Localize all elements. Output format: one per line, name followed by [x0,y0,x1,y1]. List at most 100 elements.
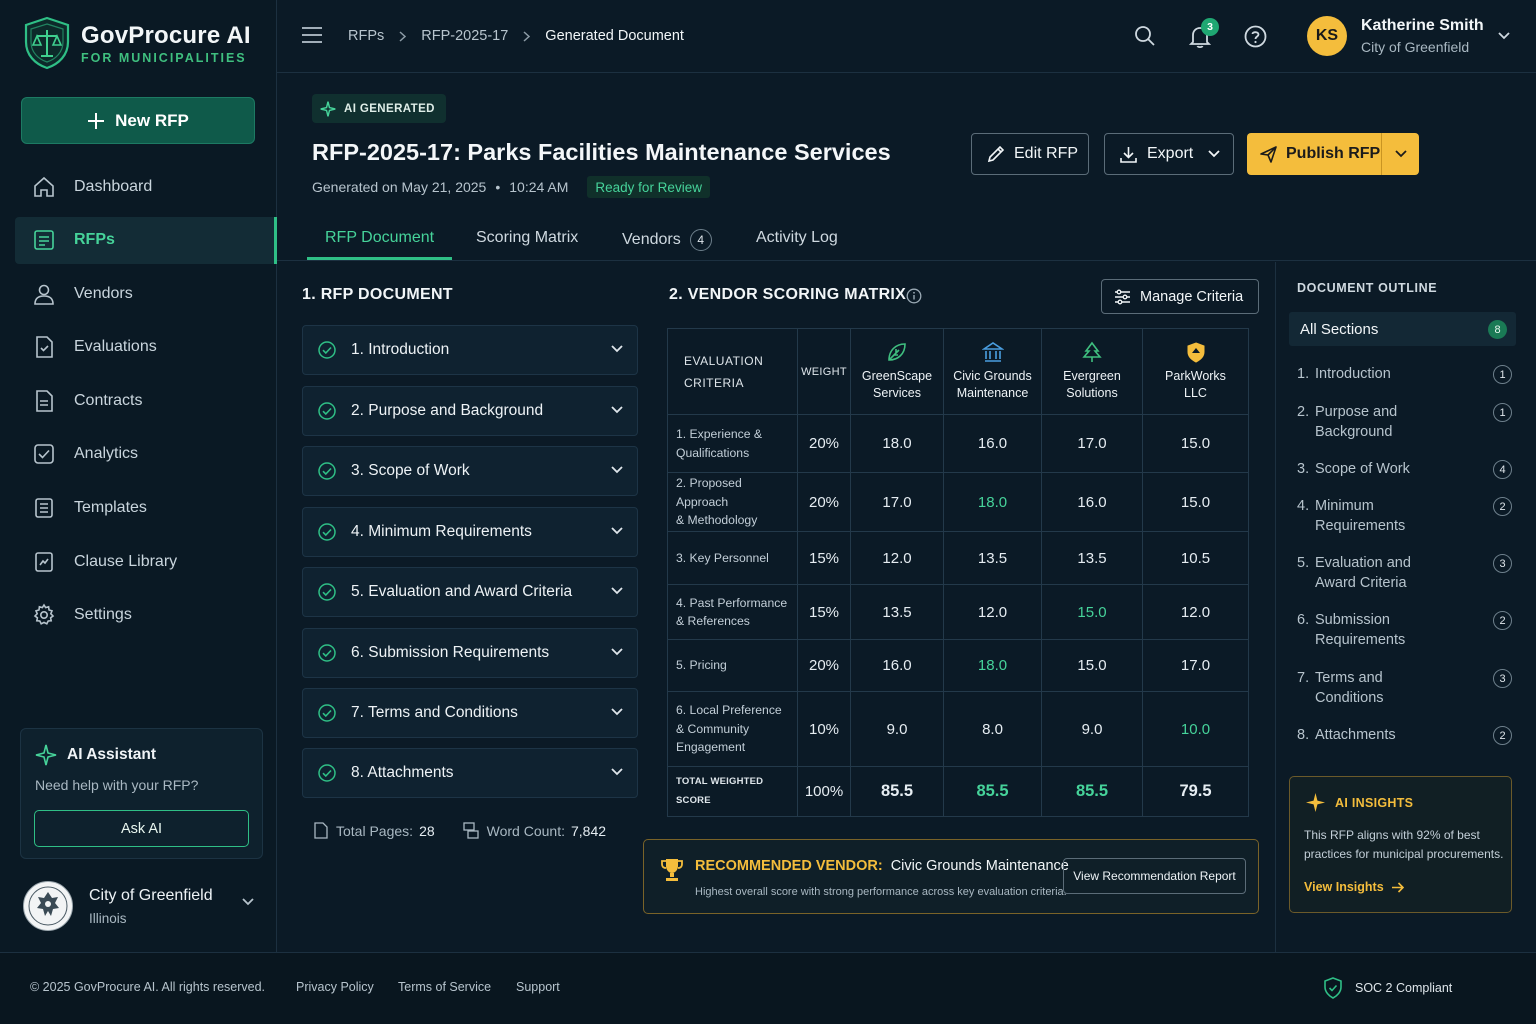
document-outline: DOCUMENT OUTLINE All Sections 8 1. Introd… [1275,262,1536,952]
outline-item-text: Conditions [1315,690,1384,706]
rfp-section-item[interactable]: 2. Purpose and Background [302,386,638,436]
document-meta: Generated on May 21, 2025 • 10:24 AM Rea… [312,176,710,198]
publish-options-toggle[interactable] [1381,133,1419,175]
export-button[interactable]: Export [1104,133,1234,175]
info-icon[interactable] [906,288,922,304]
rfp-section-item[interactable]: 1. Introduction [302,325,638,375]
leaf-icon [888,343,906,361]
sidebar-item-evaluations[interactable]: Evaluations [15,324,277,371]
chevron-down-icon [242,898,254,906]
check-circle-icon [318,523,336,541]
breadcrumb-rfp-id[interactable]: RFP-2025-17 [421,28,509,44]
vendor-column-civic-grounds[interactable]: Civic Grounds Maintenance [943,328,1042,415]
rfp-section-item[interactable]: 5. Evaluation and Award Criteria [302,567,638,617]
rfp-section-item[interactable]: 6. Submission Requirements [302,628,638,678]
total-weight-cell: 100% [797,766,851,817]
view-insights-link[interactable]: View Insights [1304,880,1404,894]
score-cell: 17.0 [1142,639,1249,692]
outline-item[interactable]: 7. Terms and Conditions 3 [1297,668,1512,708]
sidebar-item-settings[interactable]: Settings [15,592,277,639]
chevron-down-icon [611,406,623,414]
search-icon[interactable] [1134,25,1156,47]
total-pages-label: Total Pages: [336,822,414,839]
score-cell: 18.0 [850,414,944,473]
chevron-down-icon[interactable] [1498,32,1510,40]
scoring-table-body: 1. Experience & Qualifications 20% 18.0 16.0… [667,414,1249,817]
user-menu[interactable]: KS Katherine Smith City of Greenfield [1307,16,1484,56]
rfp-section-item[interactable]: 4. Minimum Requirements [302,507,638,557]
outline-item[interactable]: 8. Attachments 2 [1297,725,1512,745]
privacy-policy-link[interactable]: Privacy Policy [296,980,374,994]
table-row: 2. Proposed Approach & Methodology 20% 17.0… [667,472,1249,532]
ai-assistant-text: Need help with your RFP? [35,777,199,793]
tab-vendors-label: Vendors [622,231,681,248]
edit-rfp-button[interactable]: Edit RFP [971,133,1089,175]
criteria-text-line: 1. Experience & [676,427,763,441]
chevron-down-icon [611,708,623,716]
chevron-down-icon [611,768,623,776]
breadcrumb-current: Generated Document [545,28,684,44]
app-logo[interactable]: GovProcure AI FOR MUNICIPALITIES [22,16,251,70]
sidebar-item-vendors[interactable]: Vendors [15,270,277,317]
sidebar-item-contracts[interactable]: Contracts [15,377,277,424]
sidebar: GovProcure AI FOR MUNICIPALITIES New RFP… [0,0,277,952]
outline-item[interactable]: 6. Submission Requirements 2 [1297,610,1512,650]
menu-icon[interactable] [301,26,323,44]
word-count-value: 7,842 [570,822,607,839]
rfp-section-item[interactable]: 3. Scope of Work [302,446,638,496]
terms-of-service-link[interactable]: Terms of Service [398,980,492,994]
manage-criteria-button[interactable]: Manage Criteria [1101,279,1259,314]
outline-item-count: 3 [1493,554,1512,573]
view-recommendation-report-button[interactable]: View Recommendation Report [1063,858,1246,894]
clause-icon [35,551,53,572]
tab-scoring-matrix[interactable]: Scoring Matrix [476,229,579,246]
outline-item[interactable]: 1. Introduction 1 [1297,364,1512,384]
recommended-vendor-name: Civic Grounds Maintenance [890,858,1069,874]
org-switcher[interactable]: City of Greenfield Illinois [22,879,262,933]
chevron-down-icon [1394,150,1407,158]
status-badge: Ready for Review [587,176,710,198]
weight-cell: 10% [797,691,851,767]
outline-item[interactable]: 4. Minimum Requirements 2 [1297,496,1512,536]
table-row: 4. Past Performance & References 15% 13.5 12… [667,584,1249,640]
user-org: City of Greenfield [1361,39,1470,55]
ask-ai-button[interactable]: Ask AI [34,810,249,847]
outline-item[interactable]: 3. Scope of Work 4 [1297,459,1512,479]
view-insights-label: View Insights [1304,880,1384,894]
outline-item[interactable]: 2. Purpose and Background 1 [1297,402,1512,442]
breadcrumb-rfps[interactable]: RFPs [348,28,385,44]
score-cell: 18.0 [943,472,1042,532]
rfp-list-icon [34,230,54,250]
publish-rfp-button[interactable]: Publish RFP [1247,133,1419,175]
score-cell: 12.0 [1142,584,1249,640]
sidebar-item-label: Vendors [74,284,133,302]
tab-vendors[interactable]: Vendors 4 [622,229,712,251]
help-icon[interactable] [1244,25,1267,48]
contract-icon [36,390,53,412]
vendor-column-evergreen[interactable]: Evergreen Solutions [1041,328,1143,415]
send-icon [1260,145,1277,163]
rfp-section-label: 3. Scope of Work [351,462,470,479]
outline-item[interactable]: 5. Evaluation and Award Criteria 3 [1297,553,1512,593]
new-rfp-button[interactable]: New RFP [21,97,255,144]
rfp-section-item[interactable]: 7. Terms and Conditions [302,688,638,738]
sidebar-item-label: Analytics [74,445,139,463]
checklist-icon [36,336,53,359]
sidebar-item-analytics[interactable]: Analytics [15,431,277,478]
sidebar-item-clause-library[interactable]: Clause Library [15,538,277,585]
outline-item-number: 4. [1297,498,1310,514]
outline-item-text: Requirements [1315,632,1406,648]
sidebar-item-templates[interactable]: Templates [15,485,277,532]
criteria-text-line: Qualifications [676,445,750,460]
vendor-column-greenscape[interactable]: GreenScape Services [850,328,944,415]
sidebar-item-rfps[interactable]: RFPs [15,216,277,264]
outline-all-sections[interactable]: All Sections 8 [1289,312,1516,346]
sidebar-item-label: Dashboard [74,177,153,195]
sidebar-item-dashboard[interactable]: Dashboard [15,163,277,210]
vendor-name-line: LLC [1184,386,1207,400]
vendor-column-parkworks[interactable]: ParkWorks LLC [1142,328,1249,415]
rfp-section-item[interactable]: 8. Attachments [302,748,638,798]
tab-rfp-document[interactable]: RFP Document [325,229,435,246]
tab-activity-log[interactable]: Activity Log [756,229,838,246]
support-link[interactable]: Support [516,980,560,994]
